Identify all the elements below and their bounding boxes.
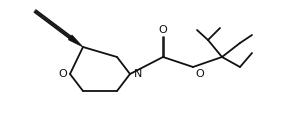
Text: O: O xyxy=(59,69,67,79)
Text: N: N xyxy=(134,69,142,79)
Polygon shape xyxy=(68,35,83,47)
Text: O: O xyxy=(159,25,167,35)
Text: O: O xyxy=(196,69,204,79)
